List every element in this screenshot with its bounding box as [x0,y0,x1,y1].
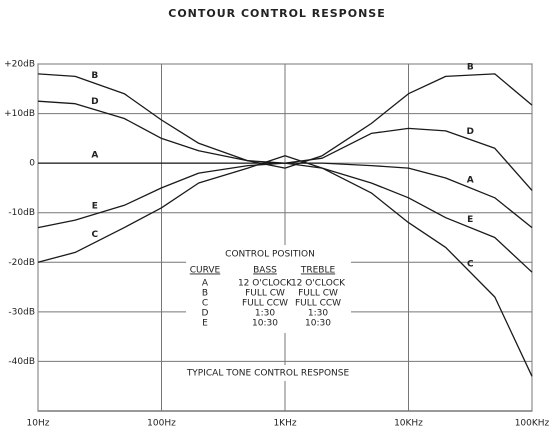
table-header: TREBLE [300,266,336,276]
curve [37,162,533,273]
curve-label: D [467,127,474,137]
y-tick-label: -20dB [8,258,35,268]
curve-label: B [467,63,474,73]
curve [37,73,533,169]
table-cell: FULL CW [245,289,285,299]
annotation: TYPICAL TONE CONTROL RESPONSE [186,369,350,379]
y-tick-label: 0 [29,159,35,169]
curve [37,155,533,377]
table-cell: A [202,279,209,289]
table-header: BASS [253,266,277,276]
curve-label: C [92,230,99,240]
table-cell: FULL CCW [242,299,288,309]
x-tick-label: 100Hz [147,419,176,429]
table-cell: FULL CW [298,289,338,299]
table-cell: FULL CCW [295,299,341,309]
y-tick-label: -10dB [8,208,35,218]
curve-label: D [91,97,98,107]
table-cell: C [202,299,208,309]
y-tick-label: +20dB [4,60,35,70]
curve-label: A [91,151,98,161]
table-cell: 1:30 [255,309,275,319]
x-tick-label: 100KHz [515,419,550,429]
y-tick-label: -40dB [8,357,35,367]
curve-label: C [467,260,474,270]
y-tick-label: +10dB [4,109,35,119]
annotation-background [168,365,368,381]
table-cell: D [202,309,209,319]
table-cell: 12 O'CLOCK [238,279,293,289]
curve-label: B [91,71,98,81]
table-cell: 1:30 [308,309,328,319]
curve-label: E [92,202,98,212]
chart-title: CONTOUR CONTROL RESPONSE [168,7,385,20]
control-table: CONTROL POSITION CURVE BASS TREBLE A 12 O'CLO… [186,245,351,333]
curve-label: A [467,175,474,185]
y-tick-label: -30dB [8,307,35,317]
table-title: CONTROL POSITION [225,250,315,260]
table-cell: B [202,289,208,299]
table-cell: E [202,319,208,329]
table-cell: 10:30 [305,319,331,329]
x-tick-label: 10KHz [394,419,423,429]
curve-label: E [467,215,473,225]
table-cell: 10:30 [252,319,278,329]
table-header: CURVE [190,266,221,276]
table-cell: 12 O'CLOCK [291,279,346,289]
x-tick-label: 1KHz [273,419,296,429]
table-background [186,245,351,333]
x-tick-label: 10Hz [27,419,50,429]
